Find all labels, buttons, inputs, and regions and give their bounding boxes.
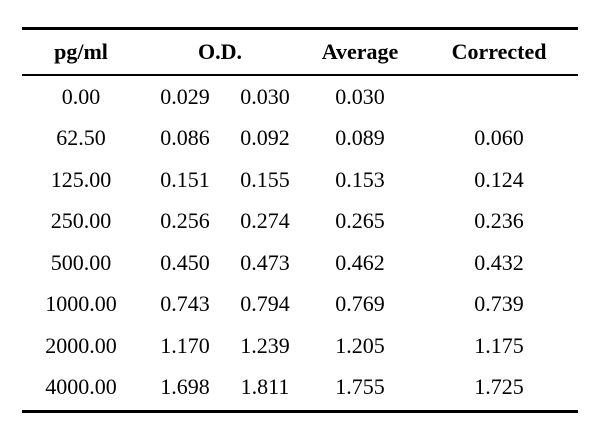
cell-od-1: 0.450 xyxy=(160,249,210,275)
table-row: 125.00 0.151 0.155 0.153 0.124 xyxy=(22,159,578,201)
data-table: pg/ml O.D. Average Corrected 0.00 0.029 … xyxy=(22,27,578,413)
cell-concentration: 500.00 xyxy=(50,249,112,275)
cell-od-1: 0.086 xyxy=(160,125,210,151)
bottom-rule xyxy=(22,410,578,413)
table-header: pg/ml O.D. Average Corrected xyxy=(22,30,578,74)
cell-average: 1.205 xyxy=(335,332,385,358)
cell-concentration: 62.50 xyxy=(56,125,106,151)
cell-od-2: 0.794 xyxy=(240,291,290,317)
cell-od-1: 0.151 xyxy=(160,166,210,192)
top-rule xyxy=(22,27,578,30)
cell-concentration: 250.00 xyxy=(50,208,112,234)
table-row: 4000.00 1.698 1.811 1.755 1.725 xyxy=(22,367,578,409)
cell-concentration: 0.00 xyxy=(61,83,101,109)
cell-od-1: 0.743 xyxy=(160,291,210,317)
header-row: pg/ml O.D. Average Corrected xyxy=(22,30,578,74)
cell-corrected: 0.124 xyxy=(474,166,524,192)
cell-od-1: 1.698 xyxy=(160,374,210,400)
cell-od-2: 0.155 xyxy=(240,166,290,192)
table-body: 0.00 0.029 0.030 0.030 62.50 0.086 0.092… xyxy=(22,74,578,408)
cell-average: 0.462 xyxy=(335,249,385,275)
cell-corrected: 0.432 xyxy=(474,249,524,275)
cell-average: 0.265 xyxy=(335,208,385,234)
cell-od-2: 0.473 xyxy=(240,249,290,275)
cell-od-2: 0.274 xyxy=(240,208,290,234)
cell-average: 0.769 xyxy=(335,291,385,317)
cell-average: 0.030 xyxy=(335,83,385,109)
header-concentration: pg/ml xyxy=(54,39,108,64)
cell-od-2: 1.239 xyxy=(240,332,290,358)
cell-corrected: 0.739 xyxy=(474,291,524,317)
cell-corrected: 1.175 xyxy=(474,332,524,358)
cell-corrected: 1.725 xyxy=(474,374,524,400)
cell-concentration: 125.00 xyxy=(50,166,112,192)
header-od: O.D. xyxy=(198,39,242,64)
cell-corrected: 0.060 xyxy=(474,125,524,151)
table-row: 62.50 0.086 0.092 0.089 0.060 xyxy=(22,118,578,160)
header-average: Average xyxy=(321,39,399,64)
cell-average: 0.089 xyxy=(335,125,385,151)
cell-od-1: 0.029 xyxy=(160,83,210,109)
cell-average: 0.153 xyxy=(335,166,385,192)
od-table: pg/ml O.D. Average Corrected 0.00 0.029 … xyxy=(22,30,578,408)
cell-corrected: 0.236 xyxy=(474,208,524,234)
cell-average: 1.755 xyxy=(335,374,385,400)
table-row: 1000.00 0.743 0.794 0.769 0.739 xyxy=(22,284,578,326)
cell-concentration: 2000.00 xyxy=(45,332,117,358)
header-corrected: Corrected xyxy=(451,39,547,64)
cell-od-1: 0.256 xyxy=(160,208,210,234)
table-row: 0.00 0.029 0.030 0.030 xyxy=(22,76,578,118)
header-rule xyxy=(22,74,578,76)
cell-od-1: 1.170 xyxy=(160,332,210,358)
cell-od-2: 1.811 xyxy=(240,374,290,400)
table-row: 250.00 0.256 0.274 0.265 0.236 xyxy=(22,201,578,243)
cell-od-2: 0.092 xyxy=(240,125,290,151)
cell-corrected xyxy=(420,76,578,118)
table-row: 2000.00 1.170 1.239 1.205 1.175 xyxy=(22,325,578,367)
cell-od-2: 0.030 xyxy=(240,83,290,109)
cell-concentration: 1000.00 xyxy=(45,291,117,317)
table-row: 500.00 0.450 0.473 0.462 0.432 xyxy=(22,242,578,284)
cell-concentration: 4000.00 xyxy=(45,374,117,400)
